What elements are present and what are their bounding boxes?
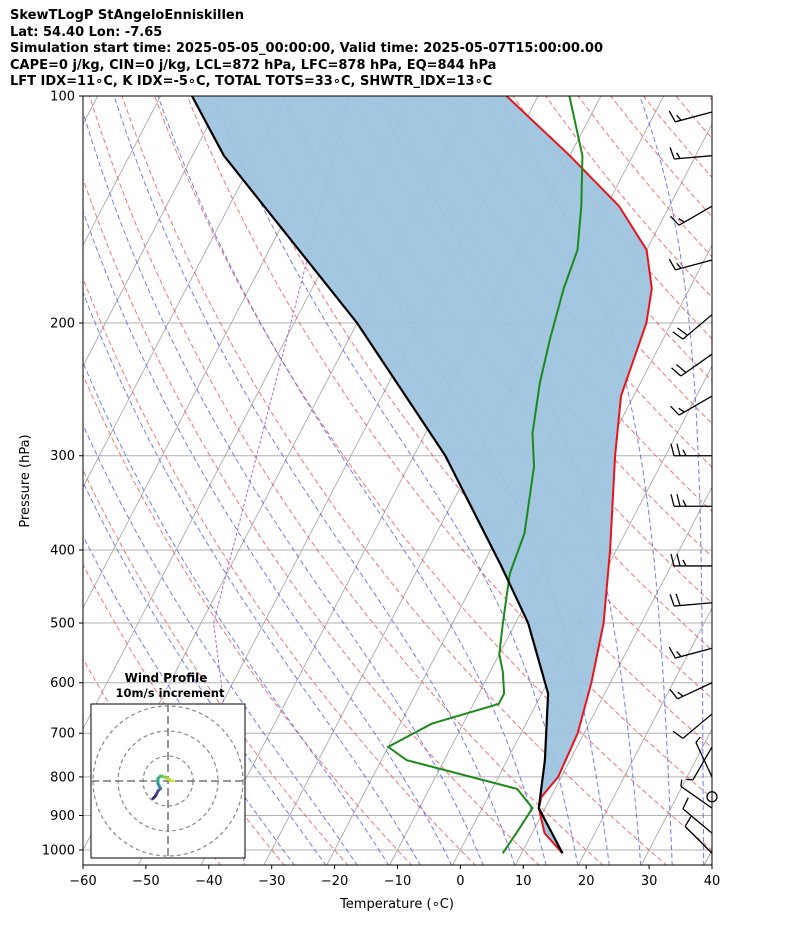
index-line: LFT IDX=11∘C, K IDX=-5∘C, TOTAL TOTS=33∘… (10, 74, 493, 89)
dry-adiabat (675, 96, 712, 140)
wind-barb (668, 258, 713, 271)
y-tick-label: 900 (50, 809, 75, 824)
cape-line: CAPE=0 j/kg, CIN=0 j/kg, LCL=872 hPa, LF… (10, 57, 497, 73)
wind-barb (672, 314, 713, 340)
y-tick-label: 500 (50, 617, 75, 632)
wind-barb (668, 110, 713, 123)
dry-adiabat (708, 96, 712, 101)
x-tick-label: −60 (69, 874, 96, 889)
wind-barb (684, 815, 713, 854)
x-axis-label: Temperature (∘C) (339, 897, 454, 912)
location-line: Lat: 54.40 Lon: -7.65 (10, 24, 163, 40)
chart-header: SkewTLogP StAngeloEnniskillen Lat: 54.40… (10, 8, 603, 91)
moist-adiabat (83, 423, 358, 865)
wind-barb (670, 395, 713, 416)
y-tick-label: 600 (50, 676, 75, 691)
x-tick-label: 10 (515, 874, 532, 889)
y-tick-label: 200 (50, 316, 75, 331)
y-tick-label: 300 (50, 449, 75, 464)
isotherm-line (83, 96, 161, 247)
x-tick-label: −20 (321, 874, 348, 889)
wind-barb (680, 779, 713, 809)
moist-adiabat (639, 96, 705, 865)
wind-barb (669, 593, 713, 607)
isotherm-line (83, 96, 224, 368)
moist-adiabat (83, 534, 295, 865)
wind-barb (670, 443, 712, 457)
chart-title: SkewTLogP StAngeloEnniskillen (10, 8, 244, 23)
x-tick-label: 0 (456, 874, 464, 889)
wind-barb (668, 646, 713, 659)
calm-wind-marker (706, 791, 718, 803)
y-tick-label: 400 (50, 543, 75, 558)
time-line: Simulation start time: 2025-05-05_00:00:… (10, 41, 603, 56)
wind-barb (669, 682, 713, 700)
dry-adiabat (251, 96, 712, 699)
wind-barb (670, 205, 713, 226)
isotherm-line (703, 849, 712, 865)
isotherm-line (640, 728, 712, 865)
moist-adiabat (83, 110, 484, 865)
y-axis-label: Pressure (hPa) (18, 434, 33, 527)
y-tick-label: 800 (50, 770, 75, 785)
y-tick-label: 700 (50, 727, 75, 742)
y-tick-label: 1000 (42, 844, 75, 859)
dry-adiabat (88, 96, 604, 865)
moist-adiabat (83, 209, 453, 865)
wind-barb (682, 797, 713, 834)
y-tick-label: 100 (50, 90, 75, 105)
x-tick-label: −10 (384, 874, 411, 889)
hodograph-segment (151, 794, 157, 800)
dry-adiabat (154, 96, 712, 851)
x-tick-label: −40 (195, 874, 222, 889)
moist-adiabat (83, 481, 327, 865)
dry-adiabat (83, 177, 540, 865)
x-tick-label: 40 (704, 874, 721, 889)
dry-adiabat (219, 96, 712, 749)
wind-barb (670, 553, 712, 567)
isotherm-line (577, 607, 712, 865)
moist-adiabat (83, 291, 421, 865)
inset-subtitle: 10m/s increment (116, 686, 225, 700)
parcel-profile (191, 96, 564, 854)
wind-barb (670, 494, 712, 507)
x-tick-label: 30 (641, 874, 658, 889)
dewpoint-profile (386, 96, 584, 854)
wind-barb (669, 147, 713, 160)
wind-barb (686, 746, 713, 781)
x-tick-label: −50 (132, 874, 159, 889)
dry-adiabat (121, 96, 668, 865)
x-tick-label: 20 (578, 874, 595, 889)
dry-adiabat (83, 469, 349, 865)
dry-adiabat (642, 96, 712, 179)
isotherm-line (83, 96, 287, 489)
dry-adiabat (83, 277, 476, 865)
moist-adiabat (157, 96, 547, 865)
isotherm-line (514, 486, 712, 865)
moist-adiabat (83, 361, 390, 865)
moist-adiabat (212, 96, 579, 865)
x-tick-label: −30 (258, 874, 285, 889)
shaded-area (192, 96, 652, 854)
dry-adiabat (83, 373, 413, 865)
wind-barb (671, 353, 713, 377)
dry-adiabat (774, 96, 794, 866)
dry-adiabat (741, 96, 794, 866)
inset-title: Wind Profile (125, 671, 208, 685)
wind-barb (672, 713, 713, 739)
moist-adiabat (113, 96, 516, 865)
isotherm-line (452, 365, 712, 865)
hodograph-inset: Wind Profile 10m/s increment (90, 671, 246, 859)
